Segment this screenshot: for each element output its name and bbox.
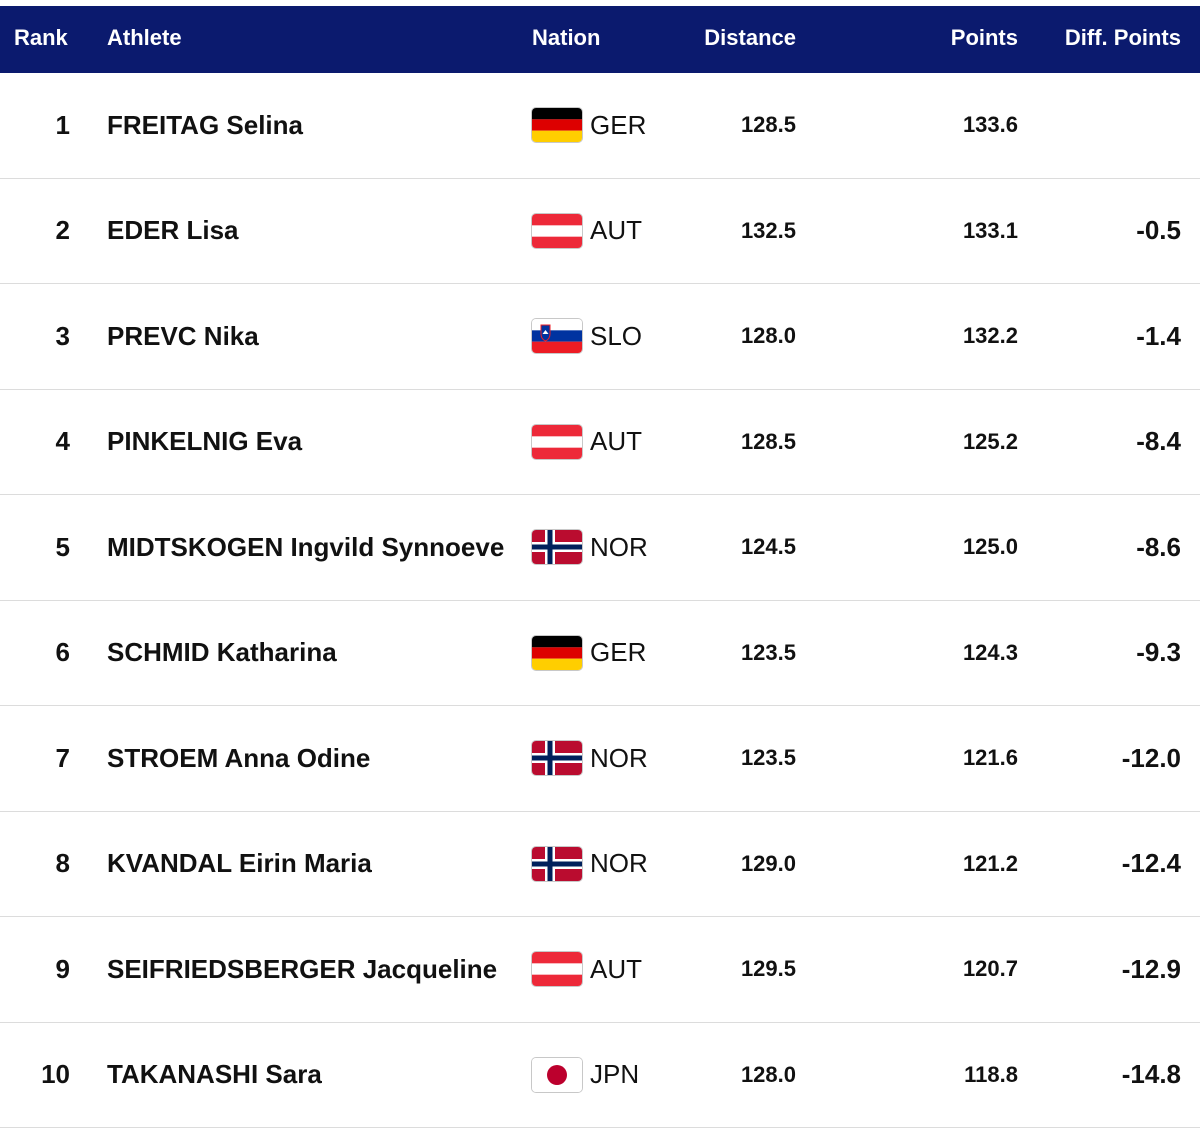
austria-flag-icon <box>532 213 582 248</box>
rank-cell: 1 <box>55 109 70 140</box>
athlete-name[interactable]: FREITAG Selina <box>107 109 303 140</box>
austria-flag-icon <box>532 424 582 459</box>
rank-cell: 7 <box>55 742 70 773</box>
diff-points-cell: -12.0 <box>1121 742 1181 773</box>
diff-points-cell: -12.4 <box>1121 848 1181 879</box>
points-cell: 132.2 <box>962 323 1018 349</box>
distance-cell: 123.5 <box>740 745 796 771</box>
distance-cell: 124.5 <box>740 534 796 560</box>
athlete-name[interactable]: SEIFRIEDSBERGER Jacqueline <box>107 953 498 984</box>
points-cell: 120.7 <box>962 956 1018 982</box>
nation-cell: NOR <box>532 812 672 917</box>
rank-cell: 3 <box>55 320 70 351</box>
nation-code: GER <box>590 637 647 668</box>
nation-code: AUT <box>590 426 642 457</box>
distance-cell: 129.0 <box>740 850 796 876</box>
table-row[interactable]: 9 SEIFRIEDSBERGER Jacqueline AUT 129.5 120.7… <box>0 917 1200 1023</box>
nation-code: AUT <box>590 215 642 246</box>
diff-points-cell: -12.9 <box>1121 953 1181 984</box>
diff-points-cell: -1.4 <box>1136 320 1181 351</box>
nation-cell: AUT <box>532 917 672 1022</box>
table-row[interactable]: 2 EDER Lisa AUT 132.5 133.1 -0.5 <box>0 179 1200 284</box>
nation-cell: AUT <box>532 390 672 495</box>
diff-points-cell: -9.3 <box>1136 637 1181 668</box>
nation-cell: SLO <box>532 284 672 389</box>
header-nation[interactable]: Nation <box>532 25 601 50</box>
points-cell: 133.1 <box>962 217 1018 243</box>
athlete-name[interactable]: EDER Lisa <box>107 215 239 246</box>
table-row[interactable]: 1 FREITAG Selina GER 128.5 133.6 <box>0 73 1200 179</box>
distance-cell: 129.5 <box>740 956 796 982</box>
results-table: Rank Athlete Nation Distance Points Diff… <box>0 6 1200 1128</box>
table-header: Rank Athlete Nation Distance Points Diff… <box>0 6 1200 73</box>
table-row[interactable]: 10 TAKANASHI Sara JPN 128.0 118.8 -14.8 <box>0 1023 1200 1128</box>
rank-cell: 6 <box>55 637 70 668</box>
header-diff-points[interactable]: Diff. Points <box>1064 25 1181 50</box>
points-cell: 121.6 <box>962 745 1018 771</box>
athlete-name[interactable]: PINKELNIG Eva <box>107 426 303 457</box>
nation-cell: AUT <box>532 179 672 284</box>
germany-flag-icon <box>532 108 582 143</box>
points-cell: 118.8 <box>964 1061 1018 1087</box>
table-body: 1 FREITAG Selina GER 128.5 133.6 2 EDER Lisa AU… <box>0 73 1200 1128</box>
athlete-name[interactable]: STROEM Anna Odine <box>107 742 371 773</box>
athlete-name[interactable]: KVANDAL Eirin Maria <box>107 848 372 879</box>
norway-flag-icon <box>532 846 582 881</box>
nation-code: NOR <box>590 742 648 773</box>
nation-code: NOR <box>590 531 648 562</box>
nation-code: JPN <box>590 1059 640 1090</box>
distance-cell: 128.5 <box>740 428 796 454</box>
nation-cell: NOR <box>532 495 672 600</box>
athlete-name[interactable]: TAKANASHI Sara <box>107 1059 322 1090</box>
header-points[interactable]: Points <box>950 25 1018 50</box>
rank-cell: 4 <box>55 426 70 457</box>
distance-cell: 132.5 <box>740 217 796 243</box>
diff-points-cell <box>1040 73 1181 178</box>
rank-cell: 9 <box>55 953 70 984</box>
rank-cell: 10 <box>41 1059 70 1090</box>
nation-cell: JPN <box>532 1023 672 1128</box>
table-row[interactable]: 6 SCHMID Katharina GER 123.5 124.3 -9.3 <box>0 601 1200 706</box>
athlete-name[interactable]: MIDTSKOGEN Ingvild Synnoeve <box>107 531 505 562</box>
diff-points-cell: -14.8 <box>1121 1059 1181 1090</box>
slovenia-flag-icon <box>532 319 582 354</box>
table-row[interactable]: 8 KVANDAL Eirin Maria NOR 129.0 121.2 -12.4 <box>0 812 1200 917</box>
nation-code: AUT <box>590 953 642 984</box>
distance-cell: 128.0 <box>740 323 796 349</box>
japan-flag-icon <box>532 1057 582 1092</box>
points-cell: 124.3 <box>962 639 1018 665</box>
distance-cell: 128.0 <box>740 1061 796 1087</box>
rank-cell: 2 <box>55 215 70 246</box>
nation-code: GER <box>590 109 647 140</box>
athlete-name[interactable]: SCHMID Katharina <box>107 637 337 668</box>
nation-cell: GER <box>532 73 672 178</box>
germany-flag-icon <box>532 635 582 670</box>
diff-points-cell: -0.5 <box>1136 215 1181 246</box>
table-row[interactable]: 7 STROEM Anna Odine NOR 123.5 121.6 -12.0 <box>0 706 1200 812</box>
diff-points-cell: -8.4 <box>1136 426 1181 457</box>
table-row[interactable]: 3 PREVC Nika SLO 128.0 132.2 -1.4 <box>0 284 1200 390</box>
distance-cell: 123.5 <box>740 639 796 665</box>
austria-flag-icon <box>532 952 582 987</box>
nation-cell: GER <box>532 601 672 706</box>
distance-cell: 128.5 <box>740 112 796 138</box>
norway-flag-icon <box>532 530 582 565</box>
points-cell: 125.0 <box>962 534 1018 560</box>
table-row[interactable]: 4 PINKELNIG Eva AUT 128.5 125.2 -8.4 <box>0 390 1200 495</box>
header-rank[interactable]: Rank <box>14 25 68 50</box>
header-distance[interactable]: Distance <box>704 25 796 50</box>
rank-cell: 8 <box>55 848 70 879</box>
nation-cell: NOR <box>532 706 672 811</box>
header-athlete[interactable]: Athlete <box>107 25 182 50</box>
points-cell: 125.2 <box>962 428 1018 454</box>
nation-code: NOR <box>590 848 648 879</box>
nation-code: SLO <box>590 320 643 351</box>
athlete-name[interactable]: PREVC Nika <box>107 320 259 351</box>
norway-flag-icon <box>532 741 582 776</box>
table-row[interactable]: 5 MIDTSKOGEN Ingvild Synnoeve NOR 124.5 125.… <box>0 495 1200 601</box>
rank-cell: 5 <box>55 531 70 562</box>
diff-points-cell: -8.6 <box>1136 531 1181 562</box>
points-cell: 121.2 <box>962 850 1018 876</box>
points-cell: 133.6 <box>962 112 1018 138</box>
